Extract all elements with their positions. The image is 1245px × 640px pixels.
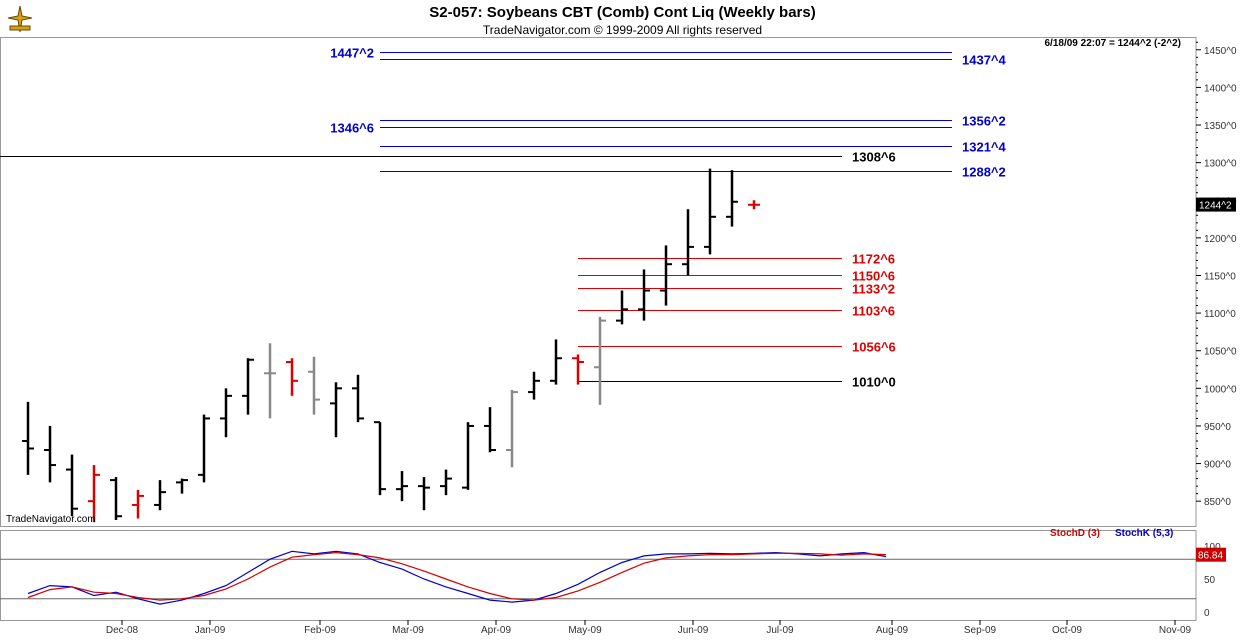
y-tick-label: 1400^0 [1204, 83, 1237, 94]
y-tick-label: 1050^0 [1204, 347, 1237, 358]
x-tick-label: Apr-09 [481, 625, 511, 636]
x-tick-label: May-09 [568, 625, 602, 636]
trade-navigator-logo-icon [4, 4, 36, 34]
x-tick-label: Jul-09 [766, 625, 794, 636]
x-tick-label: Nov-09 [1159, 625, 1192, 636]
y-tick-label: 1200^0 [1204, 234, 1237, 245]
x-tick-label: Sep-09 [964, 625, 997, 636]
stoch-d-line [27, 551, 887, 601]
level-label: 1346^6 [330, 121, 374, 136]
stoch-plot-frame [0, 530, 1197, 621]
main-plot-frame [0, 37, 1197, 527]
chart-title: S2-057: Soybeans CBT (Comb) Cont Liq (We… [429, 4, 816, 21]
x-tick-label: Mar-09 [392, 625, 424, 636]
y-tick-label: 850^0 [1204, 497, 1231, 508]
y-tick-label: 1100^0 [1204, 309, 1236, 320]
x-tick-label: Oct-09 [1052, 625, 1082, 636]
stoch-tick-label: 50 [1204, 575, 1216, 586]
level-label: 1447^2 [330, 46, 374, 61]
x-tick-label: Aug-09 [876, 625, 909, 636]
level-label: 1356^2 [962, 114, 1006, 129]
chart-subtitle: TradeNavigator.com © 1999-2009 All right… [482, 23, 763, 37]
last-price-tag [1196, 197, 1236, 212]
x-tick-label: Jan-09 [195, 625, 226, 636]
y-tick-label: 1150^0 [1204, 271, 1236, 282]
x-tick-label: Feb-09 [304, 625, 336, 636]
level-label: 1437^4 [962, 53, 1007, 68]
level-label: 1010^0 [852, 375, 896, 390]
y-tick-label: 1000^0 [1204, 384, 1237, 395]
level-label: 1308^6 [852, 150, 896, 165]
stoch-d-label: StochD (3) [1050, 528, 1100, 539]
price-timestamp: 6/18/09 22:07 = 1244^2 (-2^2) [1044, 38, 1182, 49]
stoch-k-line [27, 550, 887, 605]
stoch-k-label: StochK (5,3) [1115, 528, 1174, 539]
stoch-value-tag-text: 86.84 [1198, 551, 1223, 562]
watermark: TradeNavigator.com [6, 514, 96, 525]
y-tick-label: 1450^0 [1204, 46, 1237, 57]
level-label: 1321^4 [962, 140, 1007, 155]
level-label: 1172^6 [852, 252, 895, 267]
level-label: 1133^2 [852, 282, 895, 297]
x-tick-label: Jun-09 [678, 625, 709, 636]
y-tick-label: 900^0 [1204, 460, 1231, 471]
stoch-value-tag [1196, 547, 1226, 562]
y-tick-label: 950^0 [1204, 422, 1231, 433]
stoch-tick-label: 0 [1204, 608, 1210, 619]
x-tick-label: Dec-08 [106, 625, 139, 636]
level-label: 1288^2 [962, 165, 1006, 180]
level-label: 1150^6 [852, 269, 895, 284]
y-tick-label: 1350^0 [1204, 121, 1237, 132]
level-label: 1103^6 [852, 304, 895, 319]
stoch-tick-label: 100 [1204, 542, 1221, 553]
last-price-tag-text: 1244^2 [1199, 201, 1232, 212]
level-label: 1056^6 [852, 340, 896, 355]
y-tick-label: 1300^0 [1204, 159, 1237, 170]
